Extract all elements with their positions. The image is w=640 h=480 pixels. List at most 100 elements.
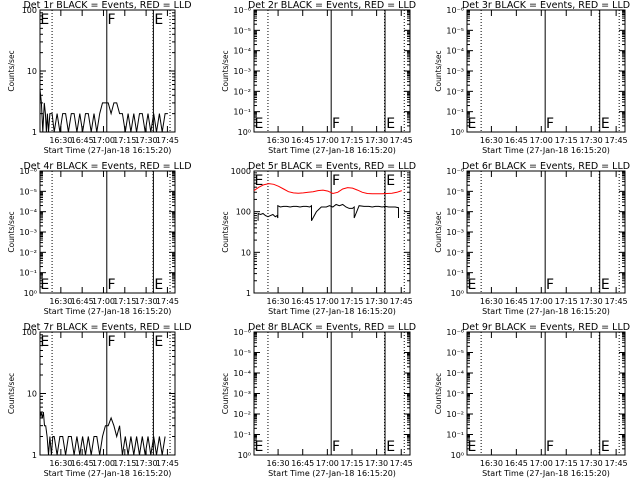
- x-tick-label: 17:00: [316, 297, 339, 306]
- y-tick-label: 10⁰: [238, 128, 251, 137]
- panel-title: Det 2r BLACK = Events, RED = LLD: [248, 0, 416, 11]
- x-tick-label: 17:15: [340, 459, 363, 468]
- plot-frame: [466, 331, 626, 456]
- y-tick-label: 10⁻⁶: [233, 328, 251, 337]
- x-tick-label: 17:30: [365, 136, 388, 145]
- x-axis-label: Start Time (27-Jan-18 16:15:20): [482, 146, 610, 155]
- time-marker-label: E: [154, 277, 163, 293]
- panel-title: Det 3r BLACK = Events, RED = LLD: [462, 0, 630, 11]
- panel-title: Det 8r BLACK = Events, RED = LLD: [248, 322, 416, 333]
- time-marker-label: E: [467, 277, 476, 293]
- time-marker-label: E: [254, 439, 263, 455]
- y-axis-label: Counts/sec: [434, 50, 443, 91]
- x-tick-label: 17:15: [555, 459, 578, 468]
- x-tick-label: 17:30: [580, 136, 603, 145]
- x-tick-label: 17:45: [156, 459, 179, 468]
- y-axis-label: Counts/sec: [434, 373, 443, 414]
- x-tick-label: 16:45: [505, 136, 528, 145]
- x-tick-label: 16:45: [505, 459, 528, 468]
- y-tick-label: 10⁻⁵: [446, 26, 464, 35]
- time-marker-label: E: [254, 173, 263, 189]
- panel-title: Det 4r BLACK = Events, RED = LLD: [23, 161, 191, 172]
- y-tick-label: 10⁻²: [446, 410, 464, 419]
- time-marker-label: E: [467, 439, 476, 455]
- y-tick-label: 10⁻³: [233, 67, 251, 76]
- x-tick-label: 17:45: [605, 136, 628, 145]
- x-tick-label: 17:00: [530, 459, 553, 468]
- y-tick-label: 10⁻³: [446, 390, 464, 399]
- time-marker-label: F: [546, 439, 554, 455]
- panel-det-8: Det 8r BLACK = Events, RED = LLD 10⁰ 10⁻¹ 1…: [221, 322, 416, 478]
- y-tick-label: 10⁰: [24, 289, 37, 298]
- y-tick-label: 10⁻¹: [446, 108, 464, 117]
- x-axis-label: Start Time (27-Jan-18 16:15:20): [482, 469, 610, 478]
- time-marker-label: E: [154, 334, 163, 350]
- x-tick-label: 17:30: [365, 297, 388, 306]
- time-marker-label: F: [546, 116, 554, 132]
- y-tick-label: 1: [246, 289, 251, 298]
- x-tick-label: 17:00: [530, 136, 553, 145]
- panel-title: Det 1r BLACK = Events, RED = LLD: [23, 0, 191, 11]
- x-tick-label: 17:30: [135, 459, 158, 468]
- y-tick-label: 10⁰: [451, 289, 464, 298]
- y-axis-label: Counts/sec: [7, 50, 16, 91]
- series-line: [39, 89, 168, 133]
- time-marker-label: E: [40, 334, 49, 350]
- y-tick-label: 10⁰: [238, 451, 251, 460]
- y-tick-label: 10⁻⁴: [446, 47, 464, 56]
- plot-frame: [253, 170, 411, 294]
- x-tick-label: 17:30: [135, 136, 158, 145]
- y-tick-label: 10⁻⁴: [446, 208, 464, 217]
- panel-title: Det 6r BLACK = Events, RED = LLD: [462, 161, 630, 172]
- y-tick-label: 10⁻⁶: [446, 167, 464, 176]
- x-tick-label: 16:45: [71, 136, 94, 145]
- y-tick-label: 10⁻⁶: [446, 6, 464, 15]
- x-tick-label: 16:45: [291, 136, 314, 145]
- x-tick-label: 17:00: [530, 297, 553, 306]
- x-tick-label: 17:45: [156, 136, 179, 145]
- time-marker-label: E: [386, 439, 395, 455]
- panel-title: Det 9r BLACK = Events, RED = LLD: [462, 322, 630, 333]
- plot-frame: [39, 170, 176, 294]
- y-axis-label: Counts/sec: [221, 211, 230, 252]
- x-axis-label: Start Time (27-Jan-18 16:15:20): [482, 307, 610, 316]
- x-tick-label: 17:45: [605, 297, 628, 306]
- y-tick-label: 10⁻¹: [446, 431, 464, 440]
- y-tick-label: 10⁰: [451, 128, 464, 137]
- y-tick-label: 10⁻²: [233, 410, 251, 419]
- plot-frame: [253, 9, 411, 133]
- y-tick-label: 10⁻¹: [233, 431, 251, 440]
- time-marker-label: E: [467, 116, 476, 132]
- y-tick-label: 10⁻³: [446, 67, 464, 76]
- time-marker-label: E: [254, 116, 263, 132]
- y-tick-label: 100: [236, 208, 251, 217]
- y-axis-label: Counts/sec: [221, 373, 230, 414]
- y-axis-label: Counts/sec: [7, 211, 16, 252]
- y-tick-label: 10⁻³: [233, 390, 251, 399]
- x-tick-label: 16:30: [49, 136, 72, 145]
- x-tick-label: 16:30: [480, 136, 503, 145]
- y-tick-label: 1: [32, 128, 37, 137]
- x-tick-label: 16:30: [480, 459, 503, 468]
- panel-det-3: Det 3r BLACK = Events, RED = LLD 10⁰ 10⁻¹ 1…: [434, 0, 630, 155]
- y-tick-label: 10⁻⁶: [446, 328, 464, 337]
- x-tick-label: 17:30: [365, 459, 388, 468]
- plot-frame: [466, 9, 626, 133]
- x-tick-label: 16:45: [291, 459, 314, 468]
- x-tick-label: 17:45: [605, 459, 628, 468]
- x-tick-label: 16:45: [291, 297, 314, 306]
- y-tick-label: 10⁻²: [233, 87, 251, 96]
- plot-frame: [466, 170, 626, 294]
- y-tick-label: 1: [32, 451, 37, 460]
- x-tick-label: 17:00: [316, 136, 339, 145]
- y-tick-label: 10⁻⁵: [446, 349, 464, 358]
- y-tick-label: 10⁰: [451, 451, 464, 460]
- x-tick-label: 17:45: [390, 459, 413, 468]
- x-tick-label: 16:30: [267, 459, 290, 468]
- y-tick-label: 10⁻²: [19, 248, 37, 257]
- x-tick-label: 17:15: [340, 297, 363, 306]
- panel-det-4: Det 4r BLACK = Events, RED = LLD 10⁰ 10⁻¹ 1…: [7, 161, 192, 316]
- panel-det-9: Det 9r BLACK = Events, RED = LLD 10⁰ 10⁻¹ 1…: [434, 322, 630, 478]
- panel-title: Det 7r BLACK = Events, RED = LLD: [23, 322, 191, 333]
- x-tick-label: 17:15: [113, 459, 136, 468]
